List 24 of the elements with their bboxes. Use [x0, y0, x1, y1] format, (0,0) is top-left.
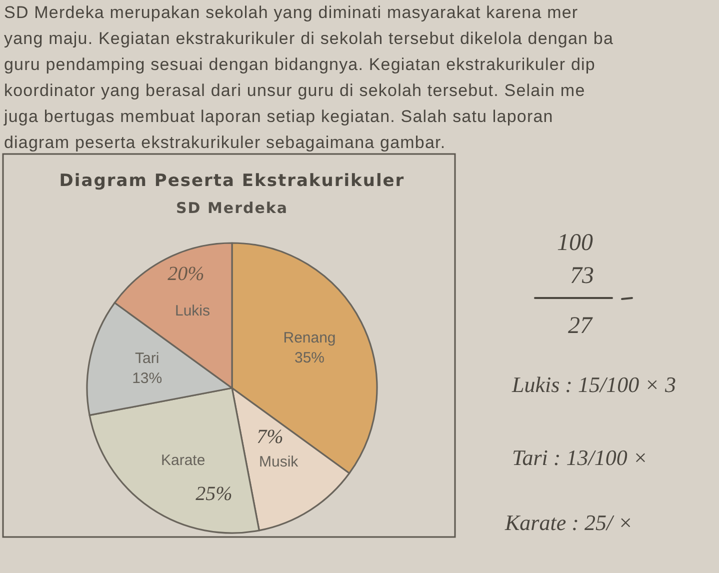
text: guru pendamping sesuai dengan bidangnya. Kegiatan ekstrakurikuler dip — [4, 55, 596, 74]
text: 27 — [568, 313, 593, 339]
text: diagram peserta ekstrakurikuler sebagaimana gambar. — [4, 133, 446, 152]
slice-label: Musik — [259, 453, 299, 470]
text: Lukis : 15/100 × 3 — [511, 372, 676, 397]
text: juga bertugas membuat laporan setiap kegiatan. Salah satu laporan — [3, 107, 554, 126]
data-label: 35% — [294, 350, 325, 367]
text: 7% — [256, 426, 284, 448]
chart-title: Diagram Peserta Ekstrakurikuler — [59, 171, 405, 191]
text: koordinator yang berasal dari unsur guru di sekolah tersebut. Selain me — [4, 81, 586, 100]
text: 20% — [168, 263, 204, 285]
slice-label: Tari — [135, 350, 160, 368]
slice-label: Karate — [160, 452, 206, 469]
text: 100 — [557, 230, 593, 256]
slice-label: Lukis — [174, 302, 210, 320]
slice-label: Renang — [283, 330, 336, 347]
text: 25% — [196, 483, 232, 505]
text: 73 — [570, 263, 594, 289]
data-label: 13% — [132, 370, 162, 388]
chart-subtitle: SD Merdeka — [176, 199, 288, 217]
text: SD Merdeka merupakan sekolah yang diminati masyarakat karena mer — [4, 3, 578, 22]
text: Karate : 25/ × — [504, 510, 633, 535]
text: Tari : 13/100 × — [512, 445, 648, 470]
text: yang maju. Kegiatan ekstrakurikuler di sekolah tersebut dikelola dengan ba — [4, 29, 614, 48]
